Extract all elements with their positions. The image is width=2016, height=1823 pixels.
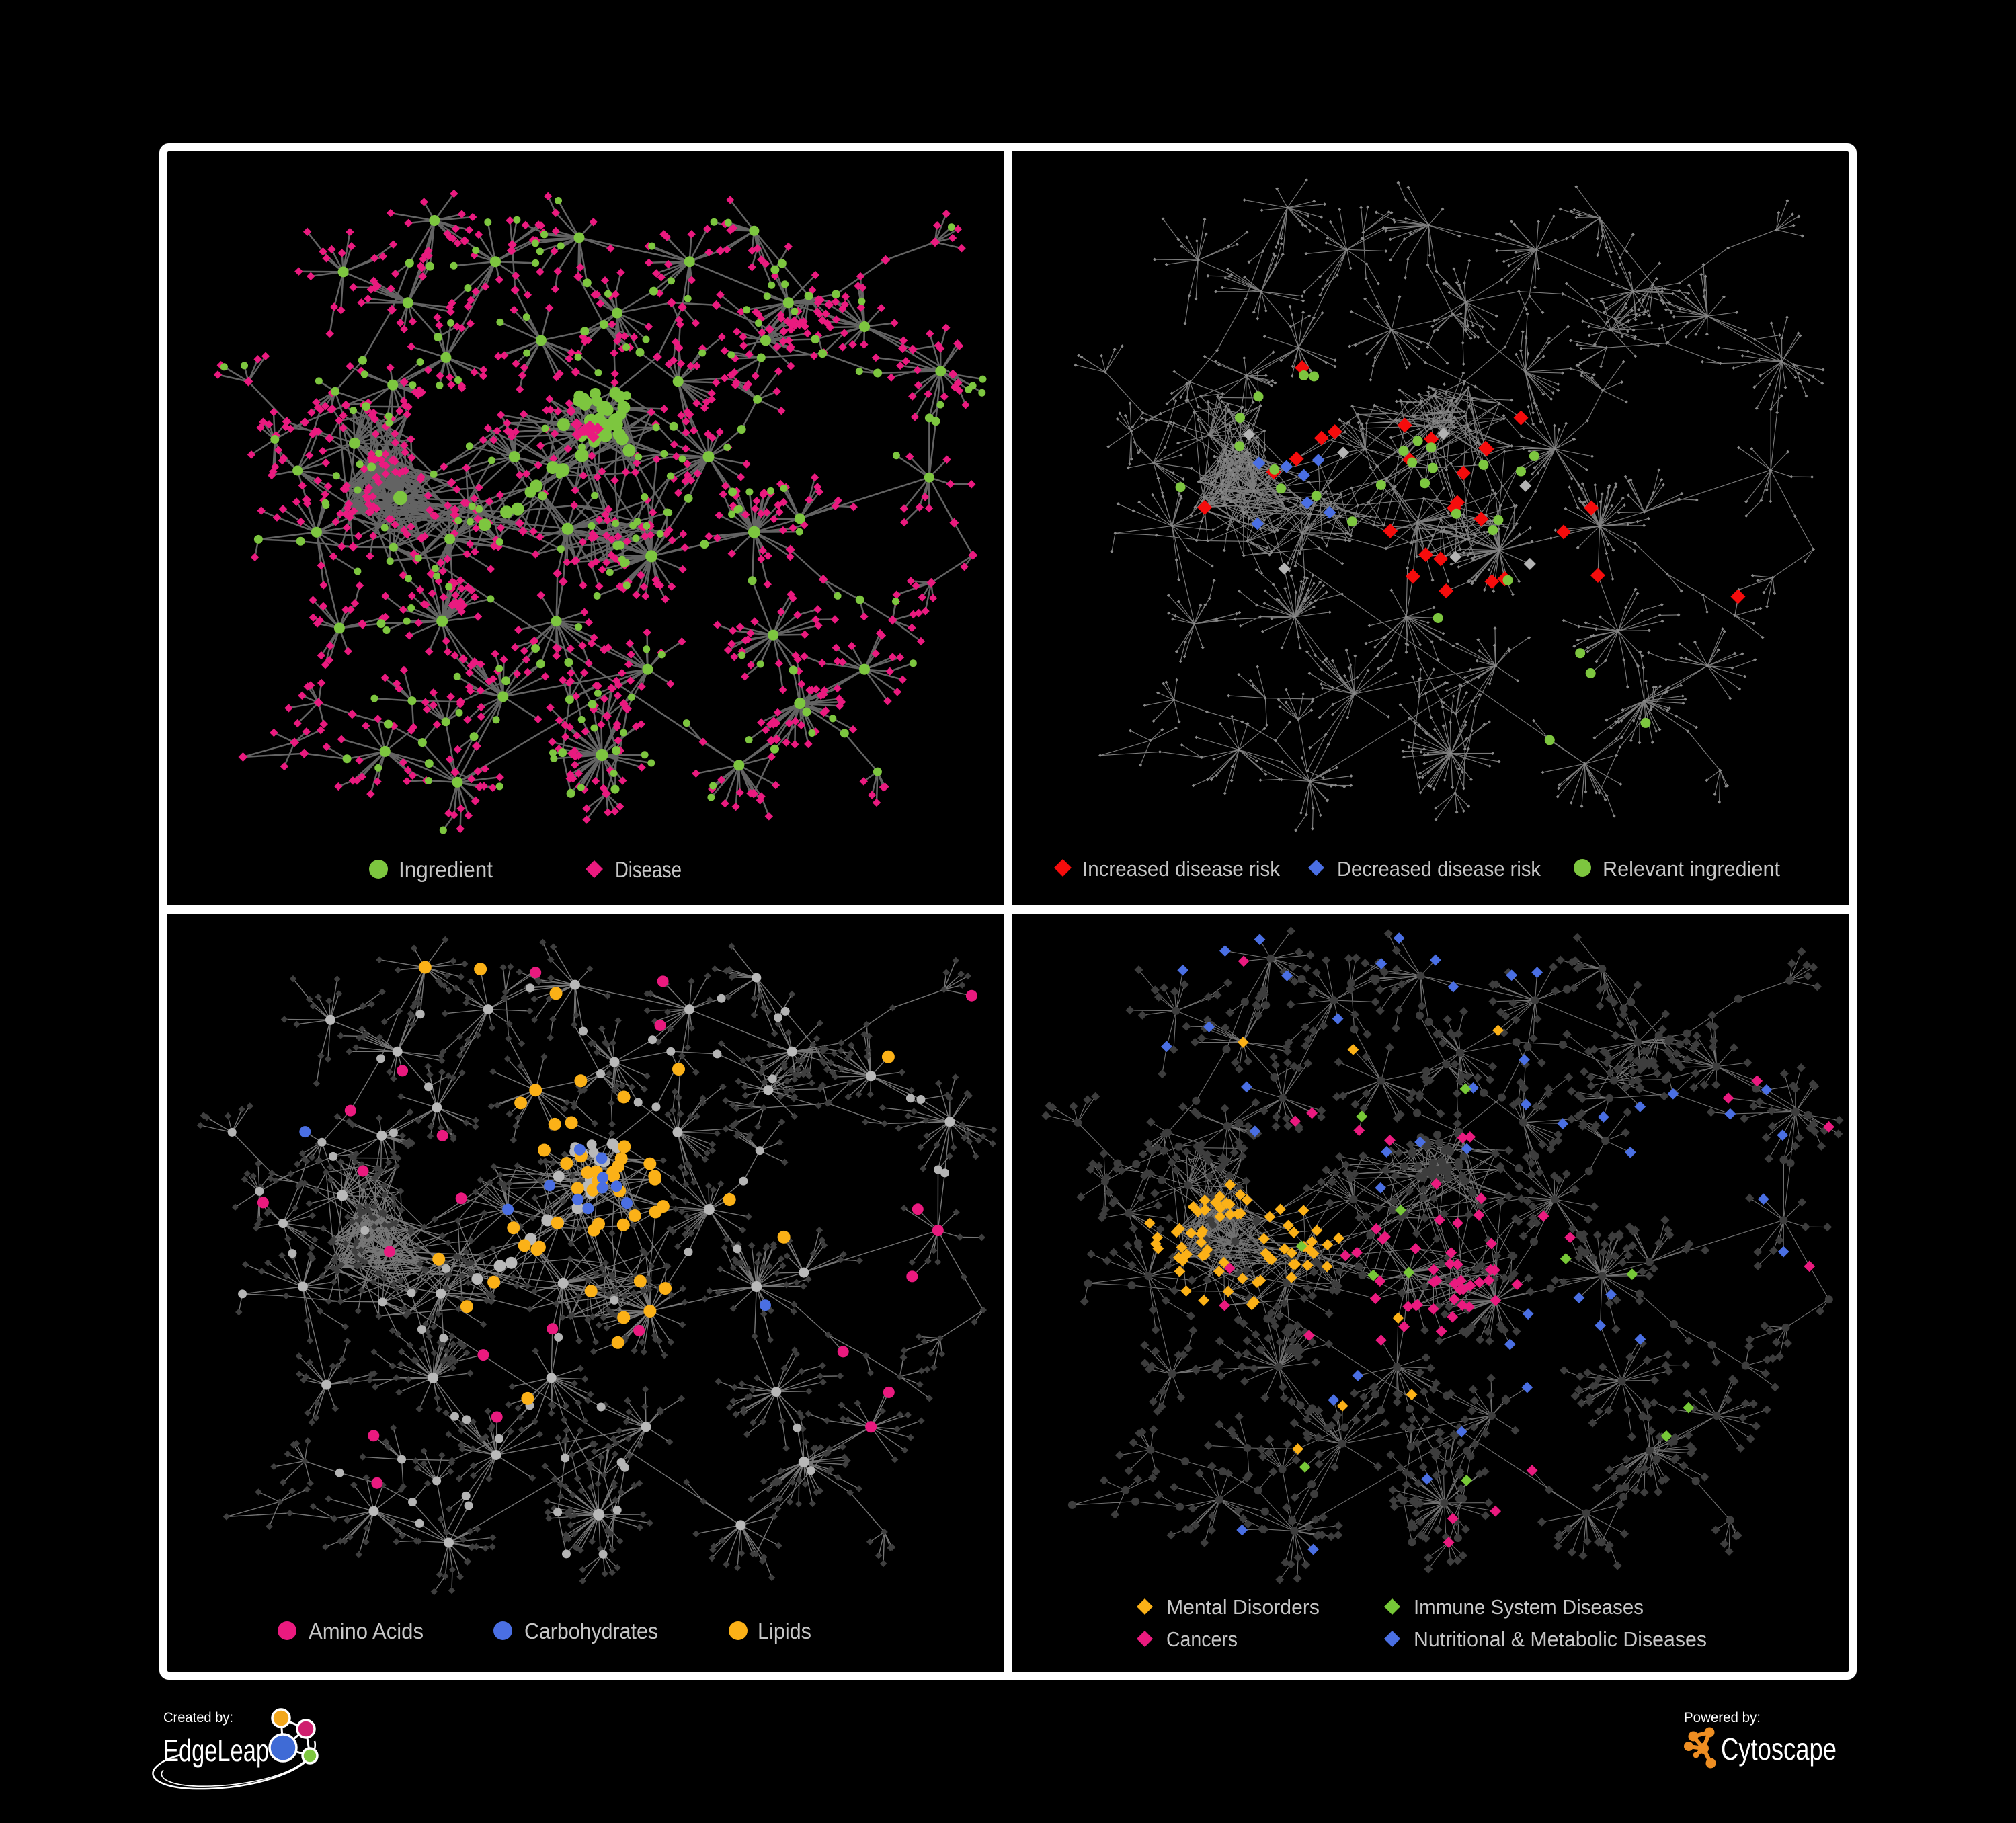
svg-text:Disease: Disease xyxy=(615,857,682,882)
svg-text:Immune System Diseases: Immune System Diseases xyxy=(1414,1595,1644,1619)
svg-text:Ingredient: Ingredient xyxy=(399,857,493,882)
svg-text:Carbohydrates: Carbohydrates xyxy=(524,1619,658,1644)
svg-text:Cancers: Cancers xyxy=(1166,1627,1238,1651)
svg-text:Cytoscape: Cytoscape xyxy=(1721,1732,1837,1767)
svg-text:Amino Acids: Amino Acids xyxy=(309,1619,424,1644)
svg-text:Powered by:: Powered by: xyxy=(1684,1710,1761,1726)
svg-text:Decreased disease risk: Decreased disease risk xyxy=(1337,857,1541,881)
svg-text:Lipids: Lipids xyxy=(758,1619,811,1644)
svg-text:Nutritional & Metabolic Diseas: Nutritional & Metabolic Diseases xyxy=(1414,1627,1707,1651)
svg-text:EdgeLeap: EdgeLeap xyxy=(163,1733,269,1768)
svg-text:Increased disease risk: Increased disease risk xyxy=(1082,857,1280,881)
svg-text:Created by:: Created by: xyxy=(163,1710,233,1726)
svg-text:Mental Disorders: Mental Disorders xyxy=(1166,1595,1320,1619)
svg-text:Relevant ingredient: Relevant ingredient xyxy=(1603,857,1780,881)
